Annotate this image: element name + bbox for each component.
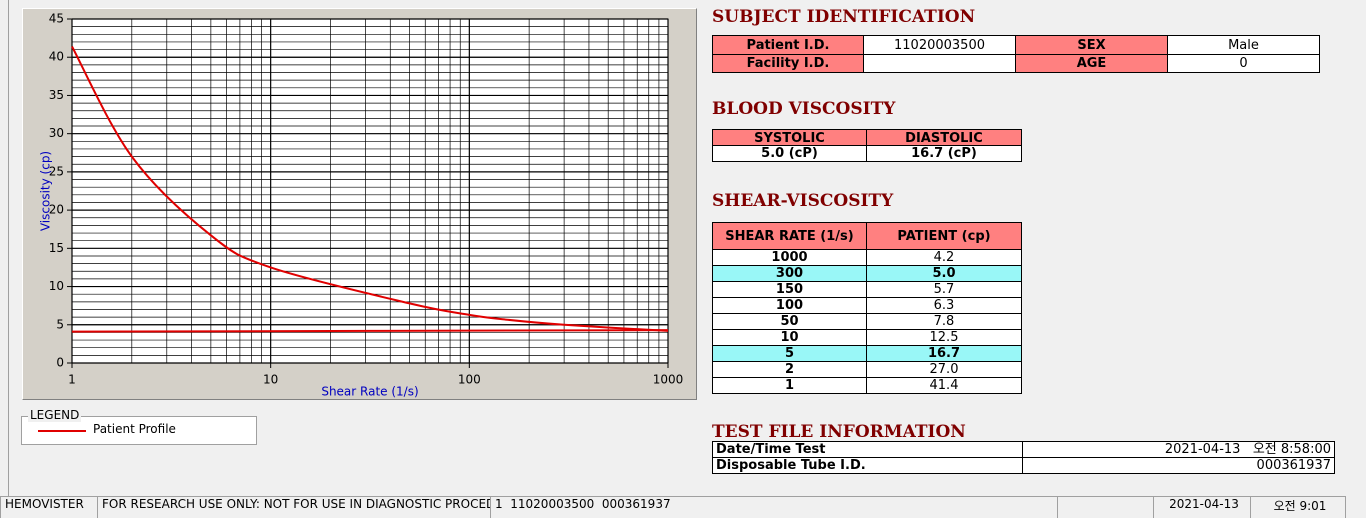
- legend-label: Patient Profile: [93, 422, 176, 436]
- cell: 16.7: [866, 345, 1022, 362]
- x-tick-label: 1000: [653, 373, 684, 387]
- section-title: SHEAR-VISCOSITY: [712, 191, 894, 211]
- cell: 100: [712, 297, 867, 314]
- y-axis-label: Viscosity (cp): [39, 151, 53, 231]
- column-header: SHEAR RATE (1/s): [712, 222, 867, 250]
- x-tick-label: 100: [458, 373, 481, 387]
- y-tick-label: 10: [49, 279, 64, 293]
- field-value: 0: [1167, 54, 1320, 73]
- status-cell: 오전 9:01: [1250, 496, 1346, 518]
- cell: 2: [712, 361, 867, 378]
- column-header: PATIENT (cp): [866, 222, 1022, 250]
- y-tick-label: 15: [49, 241, 64, 255]
- column-header: SYSTOLIC: [712, 129, 867, 146]
- legend-swatch: [38, 430, 86, 432]
- cell: 5: [712, 345, 867, 362]
- cell: 27.0: [866, 361, 1022, 378]
- field-value: 11020003500: [863, 35, 1016, 55]
- x-tick-label: 1: [68, 373, 76, 387]
- y-tick-label: 0: [56, 356, 64, 370]
- cell: 12.5: [866, 329, 1022, 346]
- y-tick-label: 25: [49, 164, 64, 178]
- x-axis-label: Shear Rate (1/s): [321, 385, 418, 399]
- chart: 1 10 100 1000 0 5 10 15 20 25 30 35 40 45 Shear Rate (…: [39, 12, 684, 399]
- column-header: DIASTOLIC: [866, 129, 1022, 146]
- y-tick-label: 20: [49, 203, 64, 217]
- cell: 16.7 (cP): [866, 145, 1022, 162]
- cell: 7.8: [866, 313, 1022, 330]
- status-cell: FOR RESEARCH USE ONLY: NOT FOR USE IN DI…: [97, 496, 491, 518]
- plot-area: [71, 18, 669, 364]
- field-value: 2021-04-13 오전 8:58:00: [1022, 441, 1335, 458]
- field-value: 000361937: [1022, 457, 1335, 474]
- cell: 6.3: [866, 297, 1022, 314]
- data-line: [71, 46, 669, 332]
- cell: 1000: [712, 249, 867, 266]
- cell: 5.7: [866, 281, 1022, 298]
- status-cell: 2021-04-13: [1153, 496, 1251, 518]
- cell: 10: [712, 329, 867, 346]
- cell: 50: [712, 313, 867, 330]
- legend-title: LEGEND: [28, 408, 82, 422]
- status-cell: [1057, 496, 1154, 518]
- y-tick-label: 40: [49, 50, 64, 64]
- y-tick-label: 30: [49, 126, 64, 140]
- field-label: Date/Time Test: [712, 441, 1023, 458]
- cell: 150: [712, 281, 867, 298]
- y-tick-label: 5: [56, 317, 64, 331]
- cell: 41.4: [866, 377, 1022, 394]
- section-title: SUBJECT IDENTIFICATION: [712, 7, 976, 27]
- x-tick-label: 10: [263, 373, 278, 387]
- y-tick-label: 35: [49, 88, 64, 102]
- section-title: BLOOD VISCOSITY: [712, 99, 896, 119]
- field-label: SEX: [1015, 35, 1168, 55]
- field-value: [863, 54, 1016, 73]
- legend: Patient Profile: [21, 416, 257, 445]
- cell: 5.0 (cP): [712, 145, 867, 162]
- cell: 1: [712, 377, 867, 394]
- section-title: TEST FILE INFORMATION: [712, 422, 966, 442]
- cell: 300: [712, 265, 867, 282]
- field-label: Disposable Tube I.D.: [712, 457, 1023, 474]
- cell: 5.0: [866, 265, 1022, 282]
- y-tick-label: 45: [49, 12, 64, 26]
- field-value: Male: [1167, 35, 1320, 55]
- field-label: AGE: [1015, 54, 1168, 73]
- status-cell: HEMOVISTER: [0, 496, 98, 518]
- cell: 4.2: [866, 249, 1022, 266]
- field-label: Patient I.D.: [712, 35, 864, 55]
- field-label: Facility I.D.: [712, 54, 864, 73]
- status-cell: 1 11020003500 000361937: [490, 496, 1058, 518]
- data-line: [71, 329, 669, 333]
- frame-edge: [8, 0, 9, 496]
